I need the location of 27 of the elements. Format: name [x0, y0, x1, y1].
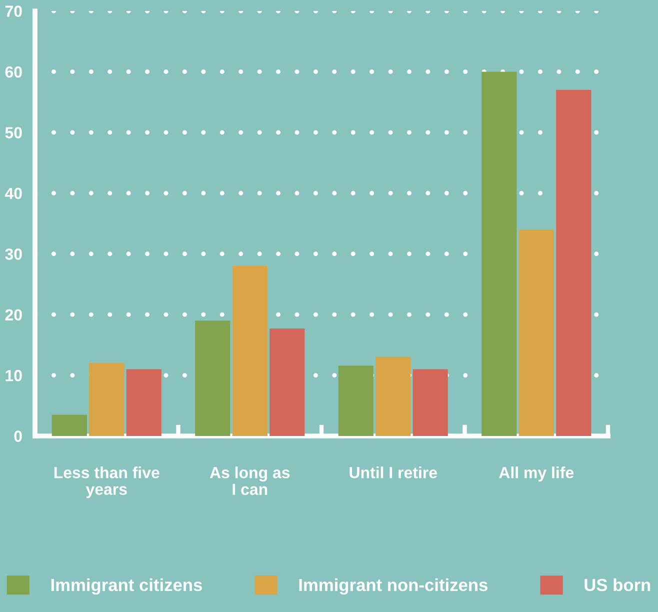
bar: [270, 328, 305, 436]
y-tick-label: 70: [5, 6, 22, 17]
bar: [232, 266, 268, 436]
bar: [89, 363, 124, 436]
bar: [482, 72, 517, 436]
y-tick-label: 10: [6, 370, 22, 382]
legend-label: Immigrant citizens: [51, 578, 202, 595]
bar: [126, 369, 162, 436]
y-tick-label: 50: [5, 127, 22, 138]
x-tick-label: As long as I can: [210, 466, 290, 495]
legend-label: Immigrant non-citizens: [299, 578, 488, 595]
y-tick-label: 0: [14, 430, 22, 442]
bar: [338, 366, 374, 436]
legend-label: US born: [584, 578, 650, 592]
y-tick-label: 60: [5, 66, 22, 78]
bar: [412, 369, 448, 436]
bar: [556, 90, 592, 436]
bar: [195, 320, 230, 436]
bar: [518, 230, 554, 436]
x-tick-label: Until I retire: [350, 466, 437, 478]
y-tick-label: 40: [4, 188, 22, 200]
bar: [376, 357, 411, 436]
bar: [52, 414, 87, 436]
y-tick-label: 30: [5, 248, 22, 260]
x-tick-label: Less than five years: [54, 466, 160, 498]
x-tick-label: All my life: [499, 466, 574, 482]
y-tick-label: 20: [5, 309, 22, 321]
